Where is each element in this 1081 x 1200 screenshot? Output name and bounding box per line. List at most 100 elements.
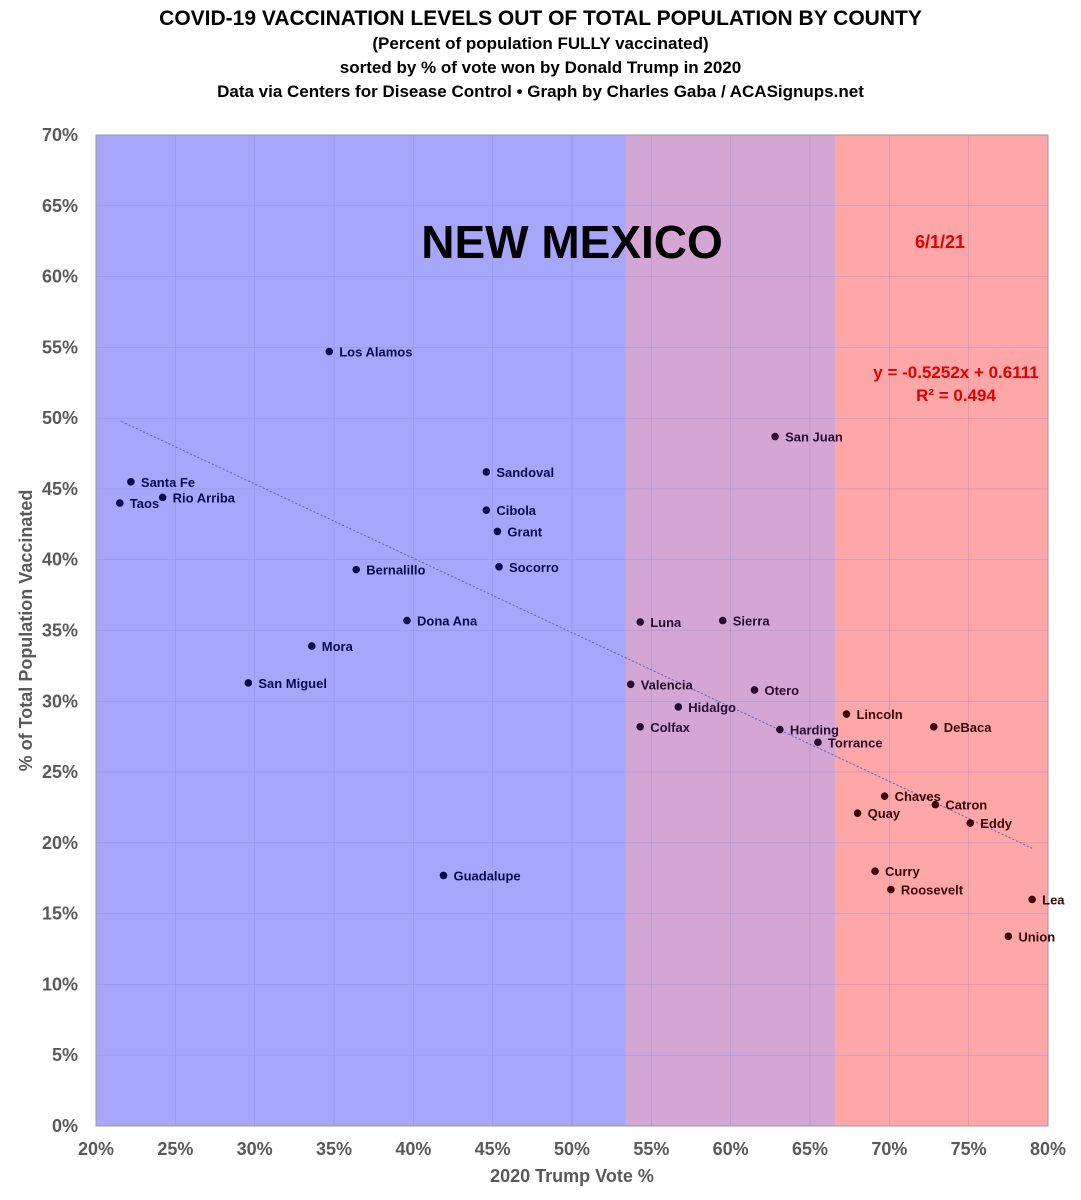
- data-point: [244, 679, 253, 687]
- y-tick-label: 25%: [42, 762, 78, 782]
- plot-border: [95, 134, 1049, 1127]
- data-point: [871, 867, 879, 875]
- x-axis-label: 2020 Trump Vote %: [490, 1166, 654, 1186]
- data-point: [674, 703, 683, 711]
- y-tick-label: 0%: [52, 1116, 78, 1136]
- point-label: Mora: [322, 639, 354, 654]
- data-point: [853, 809, 862, 817]
- point-label: Luna: [650, 615, 682, 630]
- chart-subtitle-1: (Percent of population FULLY vaccinated): [372, 34, 709, 53]
- point-label: Eddy: [980, 816, 1013, 831]
- x-tick-label: 50%: [554, 1139, 590, 1159]
- data-point: [771, 432, 779, 441]
- data-point: [842, 710, 851, 718]
- data-point: [127, 478, 135, 486]
- y-tick-label: 50%: [42, 408, 78, 428]
- point-label: Lincoln: [856, 707, 902, 722]
- point-label: Sierra: [733, 614, 771, 629]
- x-tick-label: 35%: [316, 1139, 352, 1159]
- point-label: Rio Arriba: [173, 490, 236, 505]
- y-tick-label: 5%: [52, 1045, 78, 1065]
- y-tick-label: 65%: [42, 196, 78, 216]
- data-point: [929, 722, 938, 731]
- trendline-equation: y = -0.5252x + 0.6111: [873, 363, 1038, 382]
- chart-subtitle-2: sorted by % of vote won by Donald Trump …: [339, 58, 742, 77]
- point-label: Socorro: [509, 560, 559, 575]
- point-label: Quay: [868, 806, 901, 821]
- data-point: [495, 562, 503, 571]
- point-label: Union: [1018, 929, 1055, 944]
- y-tick-label: 40%: [42, 550, 78, 570]
- data-point: [636, 722, 645, 731]
- point-label: Otero: [764, 683, 799, 698]
- x-tick-label: 40%: [395, 1139, 431, 1159]
- data-point: [403, 616, 411, 625]
- y-tick-label: 70%: [42, 125, 78, 145]
- y-tick-label: 15%: [42, 904, 78, 924]
- y-axis-label: % of Total Population Vaccinated: [16, 490, 36, 772]
- y-tick-label: 10%: [42, 974, 78, 994]
- point-label: Lea: [1042, 892, 1065, 907]
- point-label: San Miguel: [258, 676, 327, 691]
- data-point: [116, 499, 124, 507]
- data-point: [887, 885, 895, 894]
- data-point: [1028, 895, 1036, 904]
- point-label: Harding: [790, 723, 839, 738]
- point-label: DeBaca: [944, 720, 992, 735]
- x-tick-label: 65%: [792, 1139, 828, 1159]
- x-tick-label: 45%: [475, 1139, 511, 1159]
- data-point: [776, 725, 784, 734]
- data-point: [966, 819, 975, 827]
- chart-subtitle-3: Data via Centers for Disease Control • G…: [217, 82, 864, 101]
- y-tick-label: 35%: [42, 621, 78, 641]
- point-label: Los Alamos: [339, 345, 412, 360]
- point-label: Bernalillo: [366, 563, 425, 578]
- point-label: Sandoval: [496, 465, 554, 480]
- data-point: [1004, 932, 1013, 941]
- y-tick-label: 30%: [42, 691, 78, 711]
- data-point: [750, 686, 759, 694]
- chart-titles: COVID-19 VACCINATION LEVELS OUT OF TOTAL…: [0, 6, 1081, 104]
- data-point: [636, 618, 645, 626]
- x-tick-label: 80%: [1030, 1139, 1066, 1159]
- data-point: [718, 616, 727, 625]
- point-label: Taos: [130, 496, 159, 511]
- chart-title: COVID-19 VACCINATION LEVELS OUT OF TOTAL…: [159, 7, 922, 30]
- data-point: [158, 493, 167, 502]
- point-label: Catron: [945, 798, 987, 813]
- y-tick-label: 20%: [42, 833, 78, 853]
- point-label: Santa Fe: [141, 475, 195, 490]
- data-point: [931, 800, 940, 809]
- point-label: Valencia: [641, 677, 694, 692]
- point-label: Colfax: [650, 720, 691, 735]
- point-label: San Juan: [785, 430, 843, 445]
- data-point: [325, 347, 334, 356]
- point-label: Guadalupe: [453, 868, 520, 883]
- date-label: 6/1/21: [915, 232, 965, 252]
- state-label: NEW MEXICO: [421, 216, 723, 268]
- y-tick-label: 60%: [42, 267, 78, 287]
- data-point: [352, 565, 361, 574]
- point-label: Roosevelt: [901, 883, 964, 898]
- x-tick-label: 75%: [951, 1139, 987, 1159]
- point-label: Curry: [885, 864, 920, 879]
- x-tick-label: 60%: [713, 1139, 749, 1159]
- data-point: [482, 468, 491, 476]
- point-label: Dona Ana: [417, 614, 478, 629]
- point-label: Cibola: [496, 503, 536, 518]
- x-tick-label: 55%: [633, 1139, 669, 1159]
- data-point: [439, 871, 448, 880]
- point-label: Torrance: [828, 735, 883, 750]
- y-tick-label: 55%: [42, 337, 78, 357]
- data-point: [626, 680, 635, 689]
- x-tick-label: 70%: [871, 1139, 907, 1159]
- x-tick-label: 25%: [157, 1139, 193, 1159]
- point-label: Hidalgo: [688, 700, 736, 715]
- point-label: Chaves: [895, 789, 941, 804]
- data-point: [814, 738, 822, 747]
- trendline-r2: R² = 0.494: [916, 386, 996, 405]
- data-point: [493, 527, 502, 536]
- x-tick-label: 30%: [237, 1139, 273, 1159]
- x-tick-label: 20%: [78, 1139, 114, 1159]
- data-point: [880, 792, 889, 800]
